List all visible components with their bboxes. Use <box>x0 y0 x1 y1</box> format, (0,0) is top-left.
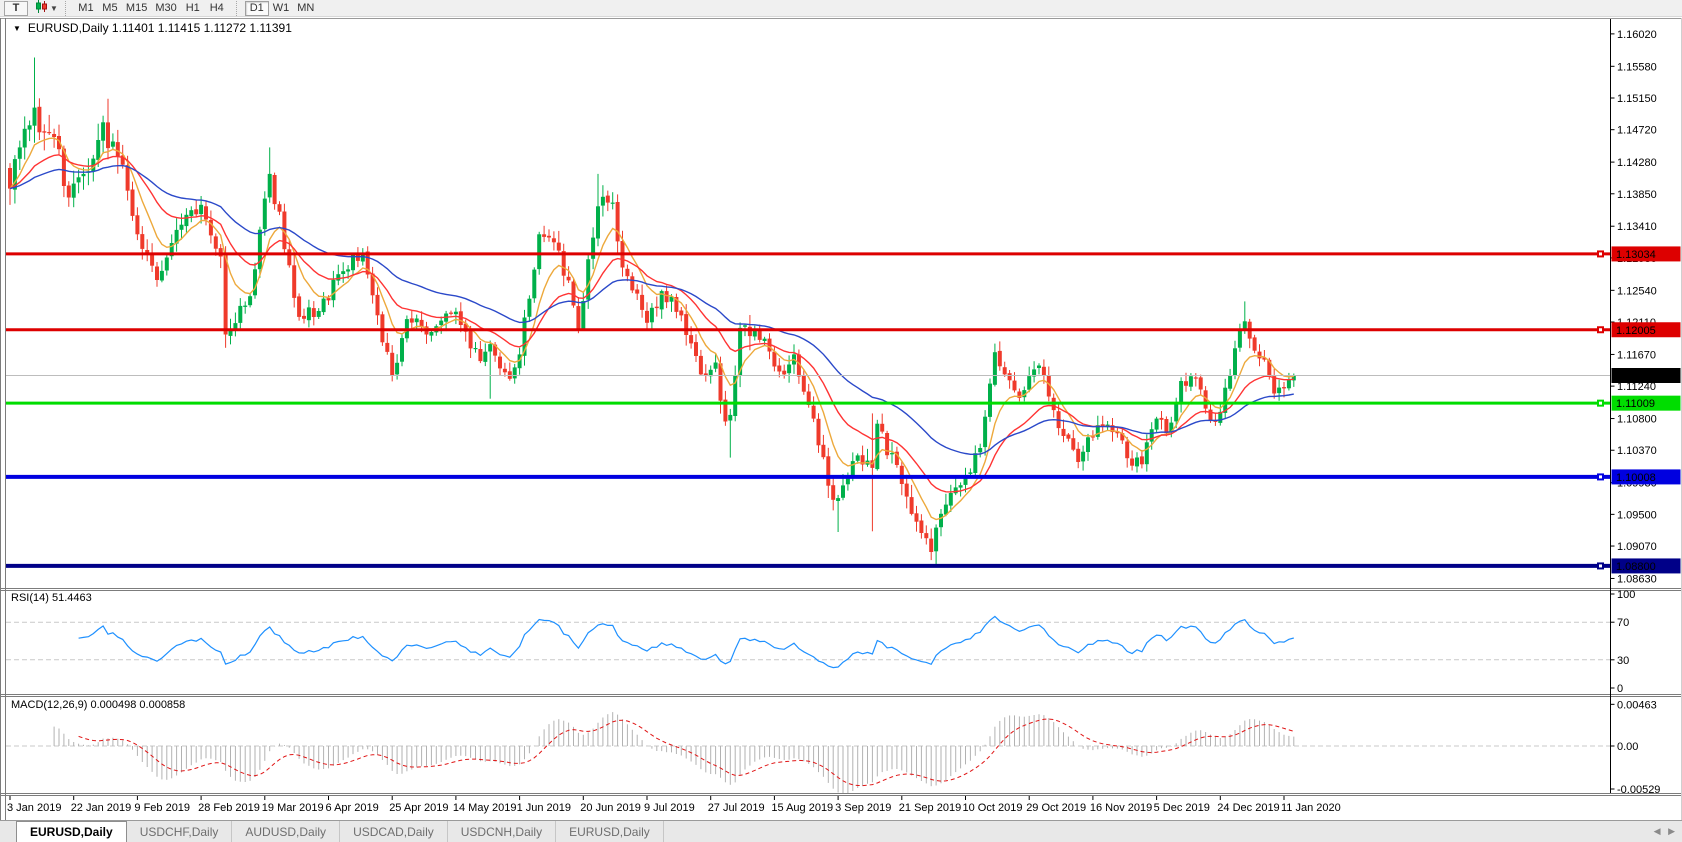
hline-price-label-text: 1.10008 <box>1616 472 1656 484</box>
timeframe-button-mn[interactable]: MN <box>293 1 318 16</box>
symbol-collapse-icon[interactable]: ▼ <box>13 23 21 33</box>
rsi-tick-label: 100 <box>1617 589 1635 601</box>
date-tick-label: 14 May 2019 <box>453 802 517 814</box>
date-tick-label: 15 Aug 2019 <box>771 802 833 814</box>
date-tick-label: 24 Dec 2019 <box>1217 802 1279 814</box>
macd-tick-label: -0.00529 <box>1617 784 1660 796</box>
tab-usdcnh-daily[interactable]: USDCNH,Daily <box>448 821 557 842</box>
moving-average-line-8 <box>9 137 1294 521</box>
price-tick-label: 1.15580 <box>1617 61 1657 73</box>
hline-price-label <box>1611 246 1681 262</box>
rsi-panel <box>6 615 1610 669</box>
rsi-line <box>78 615 1294 669</box>
timeframe-button-m1[interactable]: M1 <box>74 1 98 16</box>
date-tick-label: 22 Jan 2019 <box>71 802 132 814</box>
date-tick-label: 29 Oct 2019 <box>1026 802 1086 814</box>
hline-price-label-text: 1.08800 <box>1616 561 1656 573</box>
date-tick-label: 27 Jul 2019 <box>708 802 765 814</box>
timeframe-button-h1[interactable]: H1 <box>181 1 205 16</box>
toolbar-separator <box>64 0 70 16</box>
chevron-down-icon: ▼ <box>50 3 58 13</box>
price-tick-label: 1.12540 <box>1617 285 1657 297</box>
price-tick-label: 1.13410 <box>1617 221 1657 233</box>
date-tick-label: 6 Apr 2019 <box>326 802 379 814</box>
date-tick-label: 11 Jan 2020 <box>1281 802 1341 814</box>
date-tick-label: 28 Feb 2019 <box>198 802 260 814</box>
text-tool-button[interactable]: T <box>4 0 28 16</box>
hline-price-label-text: 1.12005 <box>1616 325 1656 337</box>
hline-price-label <box>1611 469 1681 485</box>
timeframe-button-group: M1 M5 M15 M30 H1 H4 D1 W1 MN <box>74 0 318 16</box>
hline-price-label <box>1611 322 1681 338</box>
date-tick-label: 1 Jun 2019 <box>517 802 571 814</box>
chart-tools-dropdown[interactable]: ▼ <box>35 0 58 16</box>
toolbar: T ▼ M1 M5 M15 M30 H1 H4 D1 W1 MN <box>0 0 1682 17</box>
macd-tick-label: 0.00463 <box>1617 699 1657 711</box>
chart-title: ▼ EURUSD,Daily 1.11401 1.11415 1.11272 1… <box>13 21 292 35</box>
current-price-label-text: 1.11391 <box>1616 371 1655 383</box>
tab-eurusd-daily[interactable]: EURUSD,Daily <box>556 821 664 842</box>
tab-scroll-right-icon[interactable]: ▶ <box>1668 826 1675 836</box>
hline-price-label-text: 1.13034 <box>1616 249 1656 261</box>
price-tick-label: 1.15150 <box>1617 93 1657 105</box>
rsi-tick-label: 30 <box>1617 655 1629 667</box>
timeframe-button-w1[interactable]: W1 <box>269 1 294 16</box>
timeframe-button-m30[interactable]: M30 <box>151 1 180 16</box>
hline-price-label-text: 1.11009 <box>1616 398 1655 410</box>
date-tick-label: 9 Jul 2019 <box>644 802 695 814</box>
chart-tabs: EURUSD,Daily USDCHF,Daily AUDUSD,Daily USDC… <box>0 821 1682 842</box>
date-tick-label: 16 Nov 2019 <box>1090 802 1152 814</box>
price-tick-label: 1.11240 <box>1617 381 1656 393</box>
rsi-tick-label: 0 <box>1617 683 1623 695</box>
macd-indicator-label: MACD(12,26,9) 0.000498 0.000858 <box>11 699 186 711</box>
price-tick-label: 1.09500 <box>1617 509 1657 521</box>
candlestick-chart <box>6 57 1610 570</box>
macd-tick-label: 0.00 <box>1617 741 1638 753</box>
moving-average-line-20 <box>9 154 1294 493</box>
date-tick-label: 3 Sep 2019 <box>835 802 891 814</box>
timeframe-button-m5[interactable]: M5 <box>98 1 122 16</box>
date-tick-label: 5 Dec 2019 <box>1154 802 1210 814</box>
price-tick-label: 1.10370 <box>1617 445 1657 457</box>
price-tick-label: 1.08630 <box>1617 573 1657 585</box>
date-tick-label: 10 Oct 2019 <box>963 802 1023 814</box>
price-tick-label: 1.16020 <box>1617 29 1657 41</box>
date-tick-label: 19 Mar 2019 <box>262 802 324 814</box>
toolbar-separator <box>235 0 241 16</box>
macd-panel <box>6 712 1610 793</box>
price-tick-label: 1.11670 <box>1617 349 1656 361</box>
date-tick-label: 21 Sep 2019 <box>899 802 961 814</box>
timeframe-button-d1[interactable]: D1 <box>244 0 269 16</box>
current-price-label <box>1611 368 1681 383</box>
tab-usdchf-daily[interactable]: USDCHF,Daily <box>127 821 233 842</box>
date-tick-label: 25 Apr 2019 <box>389 802 448 814</box>
price-tick-label: 1.09070 <box>1617 541 1657 553</box>
timeframe-button-m15[interactable]: M15 <box>122 1 151 16</box>
chart-title-text: EURUSD,Daily 1.11401 1.11415 1.11272 1.1… <box>27 21 292 35</box>
tab-scroll-controls: ◀ ▶ <box>1649 826 1675 837</box>
date-tick-label: 9 Feb 2019 <box>134 802 190 814</box>
rsi-indicator-label: RSI(14) 51.4463 <box>11 592 92 604</box>
price-tick-label: 1.14720 <box>1617 125 1657 137</box>
date-tick-label: 20 Jun 2019 <box>580 802 641 814</box>
tab-audusd-daily[interactable]: AUDUSD,Daily <box>232 821 341 842</box>
price-tick-label: 1.10800 <box>1617 414 1657 426</box>
rsi-tick-label: 70 <box>1617 617 1629 629</box>
moving-average-line-45 <box>9 164 1294 455</box>
candlestick-style-icon <box>35 0 48 16</box>
hline-price-label <box>1611 395 1681 411</box>
price-tick-label: 1.14280 <box>1617 157 1657 169</box>
chart-tab-bar: EURUSD,Daily USDCHF,Daily AUDUSD,Daily USDC… <box>0 820 1682 842</box>
tab-eurusd-daily[interactable]: EURUSD,Daily <box>16 821 127 842</box>
tab-scroll-left-icon[interactable]: ◀ <box>1653 826 1661 836</box>
hline-price-label <box>1611 558 1681 574</box>
tab-usdcad-daily[interactable]: USDCAD,Daily <box>340 821 448 842</box>
date-tick-label: 3 Jan 2019 <box>7 802 61 814</box>
price-tick-label: 1.13850 <box>1617 189 1657 201</box>
timeframe-button-h4[interactable]: H4 <box>205 1 229 16</box>
